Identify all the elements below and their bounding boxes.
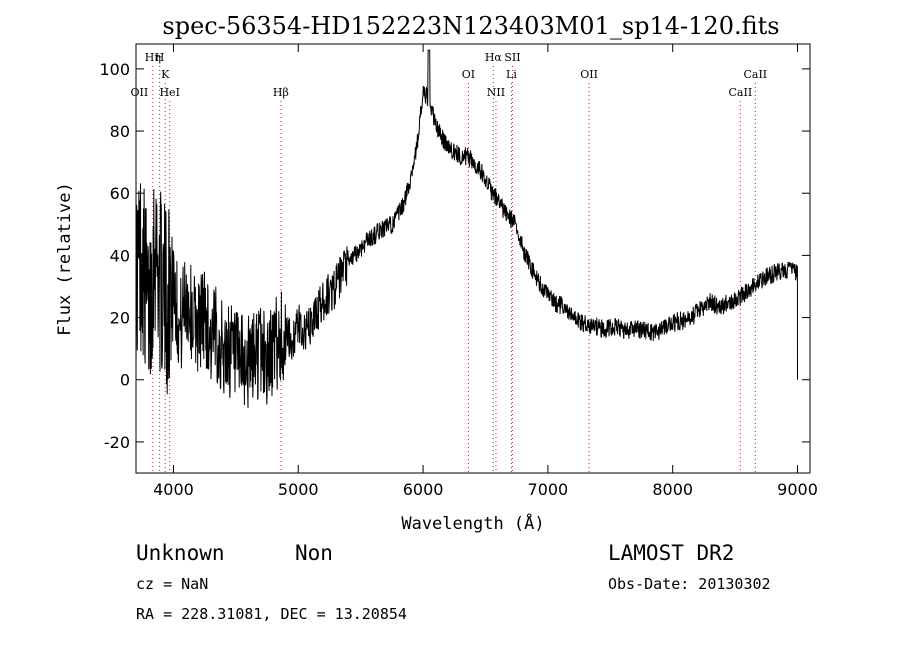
plot-frame [135,43,811,474]
spectrum-series [135,49,798,408]
y-tick-label: 60 [110,184,130,203]
line-marker-label: OI [462,68,475,81]
y-tick-label: 80 [110,122,130,141]
line-marker-label: OII [580,68,598,81]
x-tick-label: 4000 [153,480,194,499]
x-tick-label: 9000 [777,480,818,499]
observation-date: Obs-Date: 20130302 [608,575,771,593]
x-axis-label: Wavelength (Å) [401,512,544,534]
y-axis: -20 0 20 40 60 80 100 [99,60,810,452]
coordinates: RA = 228.31081, DEC = 13.20854 [136,605,407,623]
line-marker-label: Li [506,68,517,81]
x-tick-label: 7000 [528,480,569,499]
y-axis-label: Flux (relative) [55,182,75,336]
x-tick-label: 6000 [403,480,444,499]
y-tick-label: 20 [110,309,130,328]
line-marker-label: NII [487,86,505,99]
line-marker-label: HeI [159,86,179,99]
line-marker-label: CaII [729,86,753,99]
chart-title: spec-56354-HD152223N123403M01_sp14-120.f… [162,12,779,40]
y-tick-label: -20 [104,433,130,452]
line-marker-label: CaII [743,68,767,81]
line-marker-label: Hα [485,51,503,64]
x-tick-label: 5000 [278,480,319,499]
x-tick-label: 8000 [652,480,693,499]
line-marker-label: H [155,51,165,64]
y-tick-label: 100 [99,60,130,79]
spectrum-line [135,49,798,408]
y-tick-label: 0 [120,371,130,390]
line-marker-label: SII [504,51,520,64]
line-marker-label: OII [131,86,149,99]
redshift-cz: cz = NaN [136,575,209,593]
object-class: Unknown [136,541,225,565]
y-tick-label: 40 [110,246,130,265]
survey-name: LAMOST DR2 [608,541,735,565]
x-axis: 4000 5000 6000 7000 8000 9000 [153,44,818,499]
line-marker-label: K [161,68,170,81]
line-marker-label: Hη [145,51,161,64]
object-subclass: Non [295,541,333,565]
line-marker-label: Hβ [273,86,289,99]
